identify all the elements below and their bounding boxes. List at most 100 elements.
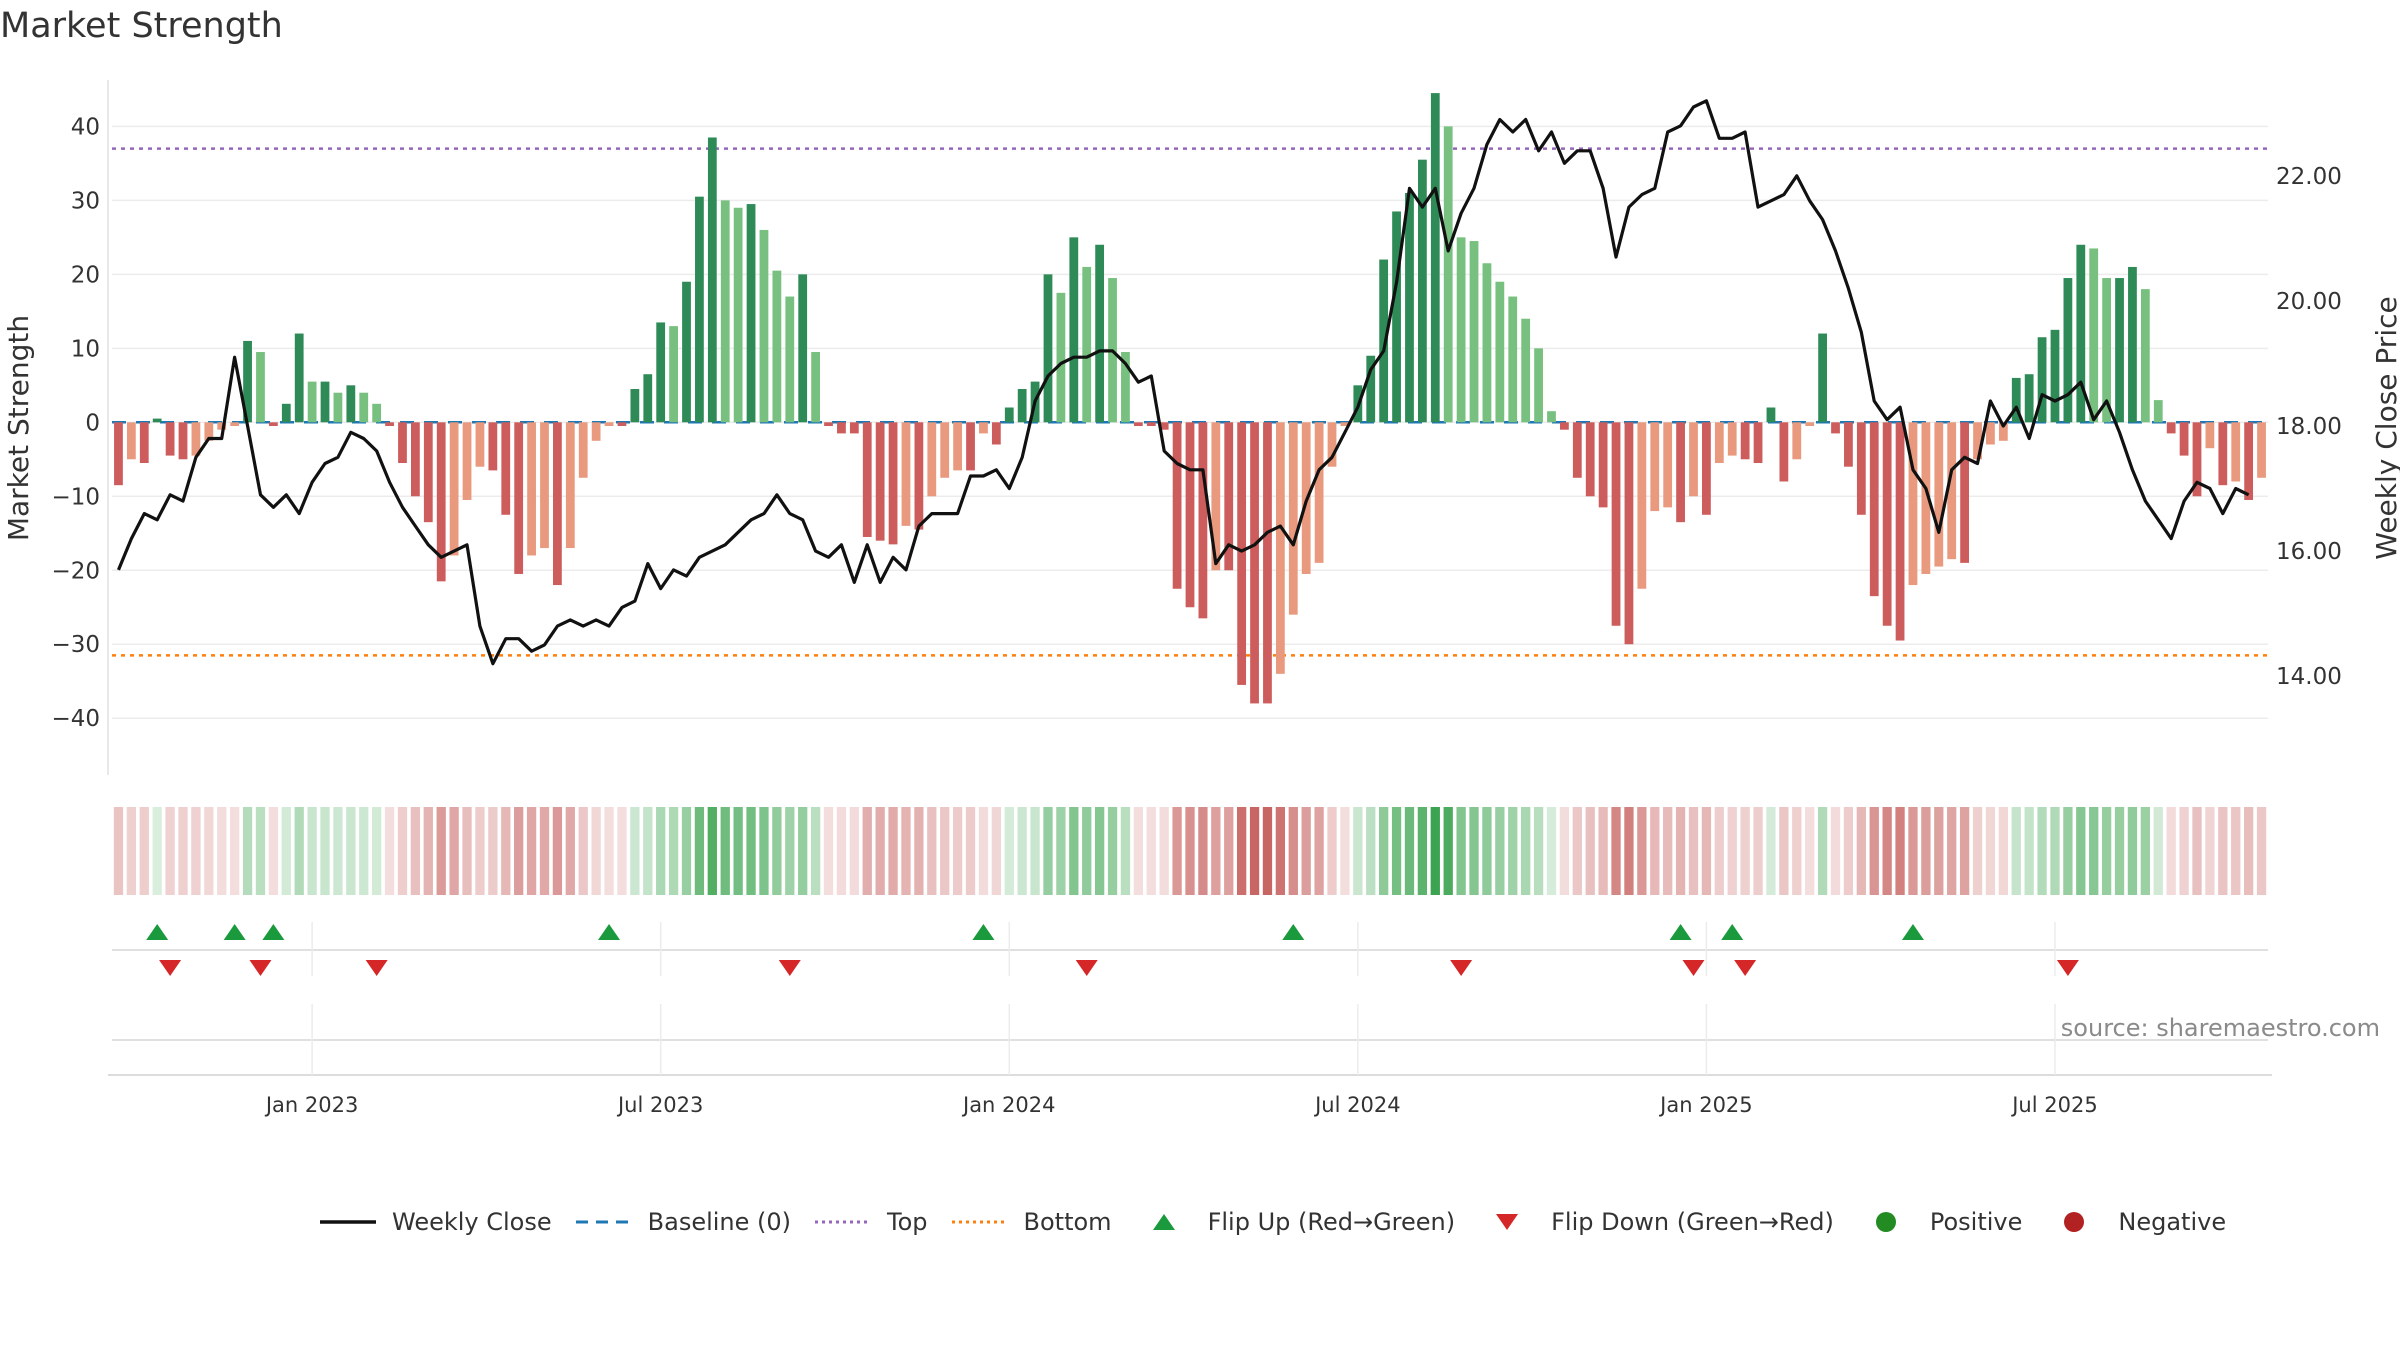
heat-cell [1017, 807, 1027, 895]
strength-bar [152, 418, 162, 423]
strength-bar [940, 422, 950, 478]
strength-bar [1753, 422, 1763, 463]
heat-cell [746, 807, 756, 895]
legend-label: Top [887, 1208, 928, 1236]
flip-up-marker [223, 924, 246, 940]
heat-cell [372, 807, 382, 895]
heat-cell [1701, 807, 1712, 895]
strength-bar [2037, 337, 2047, 423]
strength-bar [837, 422, 846, 434]
heat-cell [204, 807, 214, 895]
heat-cell [449, 807, 459, 895]
price-line-group [117, 99, 2250, 666]
source-credit: source: sharemaestro.com [2060, 1014, 2380, 1042]
strength-bar [798, 274, 808, 423]
heat-cell [1985, 807, 1996, 895]
heat-cell [1107, 807, 1118, 895]
heat-cell [1456, 807, 1466, 895]
heat-cell [1482, 807, 1492, 895]
heat-cell [1546, 807, 1557, 895]
heat-cell [965, 807, 976, 895]
strength-bar [540, 422, 549, 549]
heat-cell [2037, 807, 2047, 895]
heat-cell [1004, 807, 1014, 895]
strength-bar [1947, 422, 1957, 560]
heat-cell [1830, 807, 1841, 895]
heat-cell [1146, 807, 1156, 895]
strength-bar [1534, 348, 1543, 423]
flip-up-marker [1669, 924, 1692, 940]
heat-cell [1688, 807, 1699, 895]
strength-bar [1004, 407, 1014, 423]
heat-cell [772, 807, 782, 895]
x-tick-label: Jul 2024 [1313, 1093, 1400, 1117]
y2-tick-label: 14.00 [2276, 664, 2342, 690]
heat-cell [139, 807, 149, 895]
strength-bar [1818, 333, 1827, 423]
flip-up-marker [262, 924, 285, 940]
heat-cell [810, 807, 821, 895]
heat-cell [604, 807, 614, 895]
strength-bar [333, 392, 343, 423]
legend-item-negative: Negative [2044, 1208, 2226, 1236]
strength-bar [927, 422, 937, 497]
strength-bar [1663, 422, 1673, 508]
heat-cell [1663, 807, 1673, 895]
strength-bar [1921, 422, 1931, 574]
strength-bar [2102, 278, 2112, 423]
strength-bar [1443, 126, 1453, 423]
heat-cell [643, 807, 653, 895]
heat-cell [759, 807, 769, 895]
strength-bar [1895, 422, 1905, 641]
heat-cell [849, 807, 859, 895]
strength-bar [553, 422, 562, 586]
x-tick-label: Jan 2025 [1658, 1093, 1753, 1117]
strength-bar [669, 326, 678, 423]
heat-cell [785, 807, 795, 895]
strength-bar [953, 422, 963, 471]
strength-bar [1056, 292, 1066, 423]
strength-bar [462, 422, 472, 500]
heat-cell [836, 807, 847, 895]
strength-bar [1043, 274, 1053, 423]
flip-down-marker [1075, 960, 1098, 976]
legend-label: Bottom [1023, 1208, 1112, 1236]
y2-tick-label: 18.00 [2276, 414, 2342, 440]
heat-cell [1921, 807, 1931, 895]
heat-cell [113, 807, 124, 895]
strength-bar [1831, 422, 1840, 434]
strength-bar [1417, 159, 1427, 423]
strength-bar [1366, 355, 1376, 423]
strength-bar [1314, 422, 1324, 563]
heat-cell [462, 807, 472, 895]
y-tick-label: −40 [51, 706, 100, 732]
heat-cell [901, 807, 911, 895]
heat-cell [591, 807, 601, 895]
strength-bar [875, 422, 885, 541]
legend-item-top: Top [813, 1208, 928, 1236]
legend-label: Weekly Close [392, 1208, 552, 1236]
strength-bar [139, 422, 149, 463]
heat-cell [1611, 807, 1621, 895]
heat-cell [862, 807, 872, 895]
weekly-close-line [117, 99, 2250, 666]
strength-bar [2050, 329, 2060, 423]
y-tick-label: 40 [71, 114, 100, 140]
heat-cell [526, 807, 537, 895]
strength-bar [307, 381, 317, 423]
heat-cell [2101, 807, 2112, 895]
strength-bar [1146, 422, 1156, 426]
strength-bar [1908, 422, 1918, 586]
flip-up-marker [972, 924, 995, 940]
strength-bar [398, 422, 407, 463]
strength-bar [1779, 422, 1789, 482]
strength-bar [695, 196, 704, 423]
strength-bar [475, 422, 485, 467]
heat-cell [552, 807, 563, 895]
heat-cell [1391, 807, 1402, 895]
heat-cell [656, 807, 666, 895]
strength-bar [1805, 422, 1815, 426]
heat-cell [1598, 807, 1608, 895]
heat-cell [539, 807, 550, 895]
strength-bar [733, 207, 743, 423]
